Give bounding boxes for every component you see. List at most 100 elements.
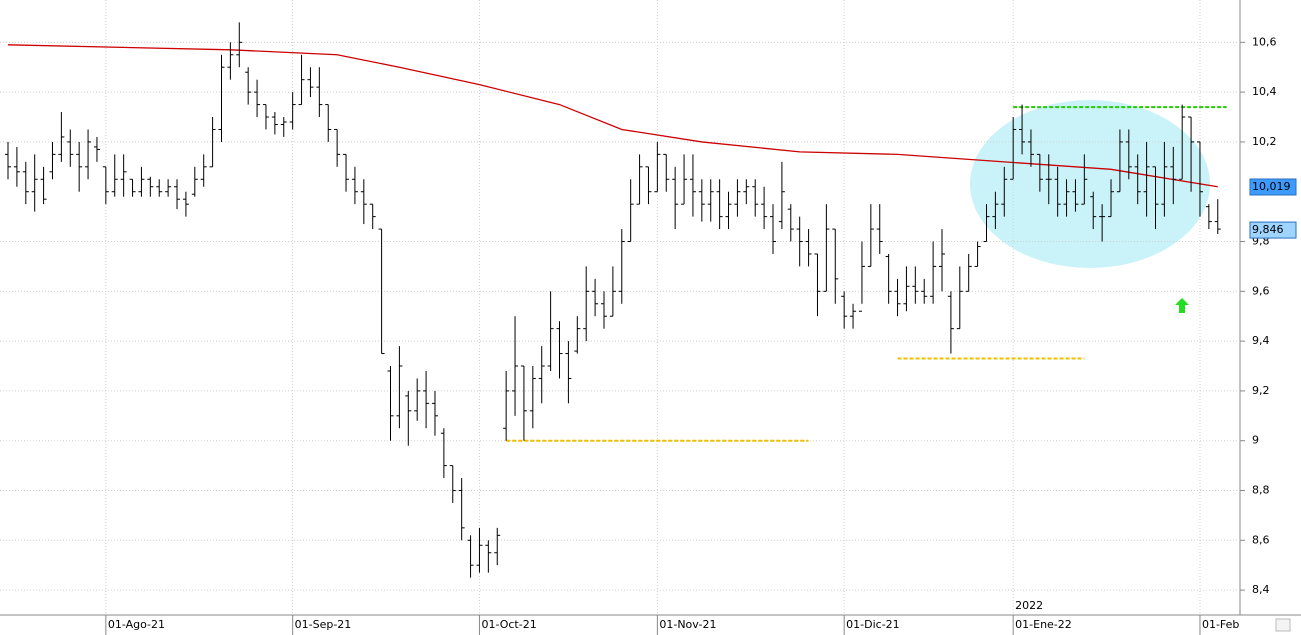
ohlc-bar: [271, 112, 278, 135]
ohlc-bar: [40, 166, 47, 205]
ohlc-bar: [1090, 191, 1097, 230]
ohlc-bar: [76, 141, 83, 192]
ohlc-bar: [111, 154, 118, 197]
x-tick-label: 01-Ago-21: [108, 618, 165, 631]
ohlc-bar: [716, 179, 723, 230]
ohlc-bar: [627, 179, 634, 243]
ohlc-bar: [182, 191, 189, 217]
ohlc-bar: [592, 278, 599, 317]
ohlc-bar: [796, 216, 803, 267]
y-tick-label: 10,4: [1252, 85, 1277, 98]
ohlc-bar: [983, 204, 990, 243]
x-tick-label: 01-Ene-22: [1015, 618, 1072, 631]
ohlc-bar: [512, 316, 519, 416]
ohlc-bar: [218, 54, 225, 142]
ohlc-bar: [529, 366, 536, 429]
ohlc-bar: [841, 291, 848, 329]
ohlc-bar: [369, 203, 376, 230]
y-tick-label: 10,6: [1252, 35, 1277, 48]
ohlc-bar: [1099, 204, 1106, 242]
ohlc-bar: [778, 161, 785, 230]
ohlc-bar: [1027, 129, 1034, 167]
ohlc-bar: [165, 179, 172, 197]
ohlc-bar: [1179, 104, 1186, 180]
ohlc-bar: [939, 229, 946, 292]
up-arrow: [1175, 298, 1189, 313]
ohlc-bar: [22, 161, 29, 205]
ohlc-bar: [769, 204, 776, 254]
ohlc-bar: [120, 154, 127, 197]
ohlc-bar: [574, 316, 581, 354]
ohlc-bar: [974, 241, 981, 267]
ohlc-bar: [316, 67, 323, 118]
ohlc-bar: [814, 253, 821, 317]
ohlc-bar: [1063, 179, 1070, 217]
ohlc-bar: [681, 154, 688, 205]
y-tick-label: 9,6: [1252, 284, 1270, 297]
ohlc-bar: [609, 266, 616, 317]
ohlc-bar: [565, 341, 572, 404]
ohlc-bar: [707, 179, 714, 222]
ohlc-bar: [885, 253, 892, 304]
x-tick-label: 01-Oct-21: [481, 618, 536, 631]
y-tick-label: 10,2: [1252, 135, 1277, 148]
ohlc-bar: [289, 92, 296, 130]
ohlc-bar: [378, 228, 385, 355]
ohlc-bar: [351, 166, 358, 205]
ohlc-bar: [440, 428, 447, 479]
ohlc-bar: [227, 42, 234, 80]
ohlc-bar: [476, 527, 483, 573]
price-label: 10,019: [1252, 180, 1291, 193]
ohlc-bar: [1143, 141, 1150, 217]
ohlc-bar: [209, 117, 216, 168]
ohlc-bar: [1134, 154, 1141, 205]
ohlc-bar: [850, 303, 857, 329]
ohlc-bar: [1205, 204, 1212, 230]
ohlc-bar: [431, 390, 438, 436]
ohlc-bar: [147, 176, 154, 197]
ohlc-bar: [298, 54, 305, 106]
ohlc-bar: [13, 146, 20, 187]
ohlc-bar: [67, 129, 74, 167]
ohlc-bar: [894, 278, 901, 317]
y-tick-label: 8,6: [1252, 533, 1270, 546]
ohlc-bar: [503, 370, 510, 441]
ohlc-bar: [102, 166, 109, 205]
ohlc-bar: [743, 179, 750, 205]
ohlc-bar: [494, 527, 501, 566]
ohlc-bar: [485, 540, 492, 573]
ohlc-bar: [636, 154, 643, 205]
ohlc-bar: [734, 179, 741, 217]
ohlc-bar: [1019, 104, 1026, 155]
price-label: 9,846: [1252, 223, 1284, 236]
x-tick-label: 01-Dic-21: [846, 618, 900, 631]
ohlc-bar: [1001, 166, 1008, 217]
ohlc-bar: [583, 266, 590, 342]
ohlc-bar: [547, 291, 554, 371]
ohlc-bar: [200, 154, 207, 187]
ohlc-bar: [787, 204, 794, 242]
y-tick-label: 9,2: [1252, 384, 1270, 397]
ohlc-bar: [343, 153, 350, 192]
ohlc-bar: [1045, 154, 1052, 205]
ohlc-bar: [1081, 154, 1088, 205]
ohlc-bar: [858, 241, 865, 312]
x-tick-label: 01-Sep-21: [295, 618, 352, 631]
corner-icon: [1275, 618, 1291, 632]
ohlc-bar: [520, 365, 527, 441]
marks: [5, 22, 1227, 578]
ohlc-bar: [689, 154, 696, 217]
ohlc-bar: [654, 141, 661, 193]
ohlc-bar: [1188, 116, 1195, 192]
ohlc-bar: [1214, 199, 1221, 235]
ohlc-bar: [414, 378, 421, 421]
labels: 8,48,68,899,29,49,69,810,210,410,601-Ago…: [108, 35, 1297, 631]
ohlc-bar: [31, 154, 38, 212]
ohlc-bar: [138, 166, 145, 197]
ohlc-bar: [236, 22, 243, 68]
ohlc-bar: [1036, 153, 1043, 192]
y-tick-label: 9,4: [1252, 334, 1270, 347]
ohlc-bar: [307, 67, 314, 98]
ohlc-bar: [992, 191, 999, 230]
